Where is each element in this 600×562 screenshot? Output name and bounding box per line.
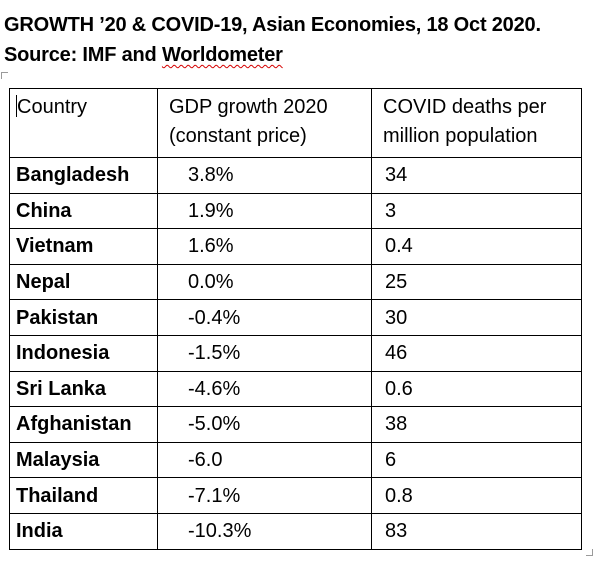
text-cursor [16, 95, 17, 117]
table-row: Bangladesh 3.8% 34 [9, 157, 582, 194]
table-row: Sri Lanka -4.6% 0.6 [9, 370, 582, 408]
country-cell: Sri Lanka [9, 370, 158, 408]
gdp-growth-cell: -7.1% [157, 477, 372, 514]
table-row: China 1.9% 3 [9, 192, 582, 230]
country-cell: Pakistan [9, 299, 158, 336]
country-cell: Nepal [9, 263, 158, 301]
table-row: Thailand -7.1% 0.8 [9, 477, 582, 514]
covid-deaths-cell: 6 [371, 441, 582, 479]
country-cell: Indonesia [9, 334, 158, 372]
gdp-growth-cell: -0.4% [157, 299, 372, 336]
gdp-growth-cell: 1.9% [157, 192, 372, 230]
table-body: Bangladesh 3.8% 34 China 1.9% 3 Vietnam 1.6% 0.4… [9, 157, 582, 550]
source-worldometer: Worldometer [161, 44, 283, 66]
gdp-growth-cell: -4.6% [157, 370, 372, 408]
country-cell: Bangladesh [9, 157, 158, 194]
table-row: Nepal 0.0% 25 [9, 263, 582, 301]
column-header-covid-deaths: COVID deaths per million population [371, 88, 582, 158]
country-cell: Vietnam [9, 228, 158, 265]
covid-deaths-cell: 3 [371, 192, 582, 230]
country-cell: India [9, 512, 158, 550]
page-corner-mark-bottom-right [586, 549, 593, 556]
covid-deaths-cell: 38 [371, 406, 582, 443]
country-cell: Malaysia [9, 441, 158, 479]
gdp-growth-cell: -1.5% [157, 334, 372, 372]
document-title: GROWTH ’20 & COVID-19, Asian Economies, … [4, 14, 541, 36]
covid-deaths-cell: 0.8 [371, 477, 582, 514]
covid-deaths-cell: 34 [371, 157, 582, 194]
column-header-country: Country [9, 88, 158, 158]
growth-covid-table: Country GDP growth 2020 (constant price)… [9, 88, 582, 550]
source-prefix: Source: IMF and [4, 44, 162, 66]
table-row: Pakistan -0.4% 30 [9, 299, 582, 336]
page-corner-mark-top-left [1, 72, 8, 79]
country-cell: Thailand [9, 477, 158, 514]
gdp-growth-cell: 3.8% [157, 157, 372, 194]
covid-deaths-cell: 83 [371, 512, 582, 550]
covid-deaths-cell: 25 [371, 263, 582, 301]
table-row: Malaysia -6.0 6 [9, 441, 582, 479]
table-row: Afghanistan -5.0% 38 [9, 406, 582, 443]
country-cell: China [9, 192, 158, 230]
gdp-growth-cell: -10.3% [157, 512, 372, 550]
table-row: Vietnam 1.6% 0.4 [9, 228, 582, 265]
gdp-growth-cell: -5.0% [157, 406, 372, 443]
gdp-growth-cell: -6.0 [157, 441, 372, 479]
covid-deaths-cell: 30 [371, 299, 582, 336]
country-cell: Afghanistan [9, 406, 158, 443]
table-row: Indonesia -1.5% 46 [9, 334, 582, 372]
covid-deaths-cell: 0.4 [371, 228, 582, 265]
gdp-growth-cell: 1.6% [157, 228, 372, 265]
table-header-row: Country GDP growth 2020 (constant price)… [9, 88, 582, 158]
document-source-line: Source: IMF and Worldometer [4, 40, 598, 70]
covid-deaths-cell: 0.6 [371, 370, 582, 408]
column-header-gdp-growth: GDP growth 2020 (constant price) [157, 88, 372, 158]
table-row: India -10.3% 83 [9, 512, 582, 550]
gdp-growth-cell: 0.0% [157, 263, 372, 301]
document-title-block: GROWTH ’20 & COVID-19, Asian Economies, … [4, 10, 598, 70]
covid-deaths-cell: 46 [371, 334, 582, 372]
